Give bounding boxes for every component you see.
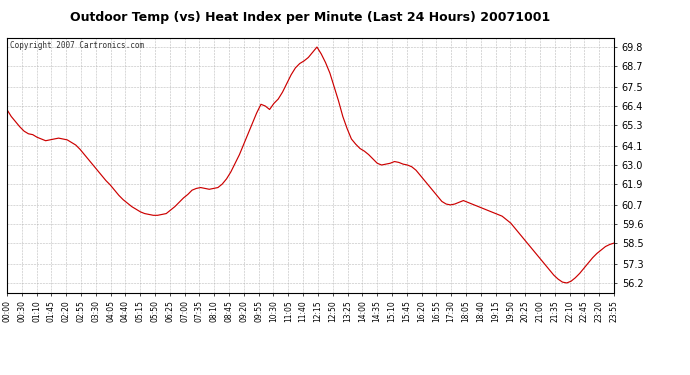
Text: Copyright 2007 Cartronics.com: Copyright 2007 Cartronics.com bbox=[10, 41, 144, 50]
Text: Outdoor Temp (vs) Heat Index per Minute (Last 24 Hours) 20071001: Outdoor Temp (vs) Heat Index per Minute … bbox=[70, 11, 551, 24]
